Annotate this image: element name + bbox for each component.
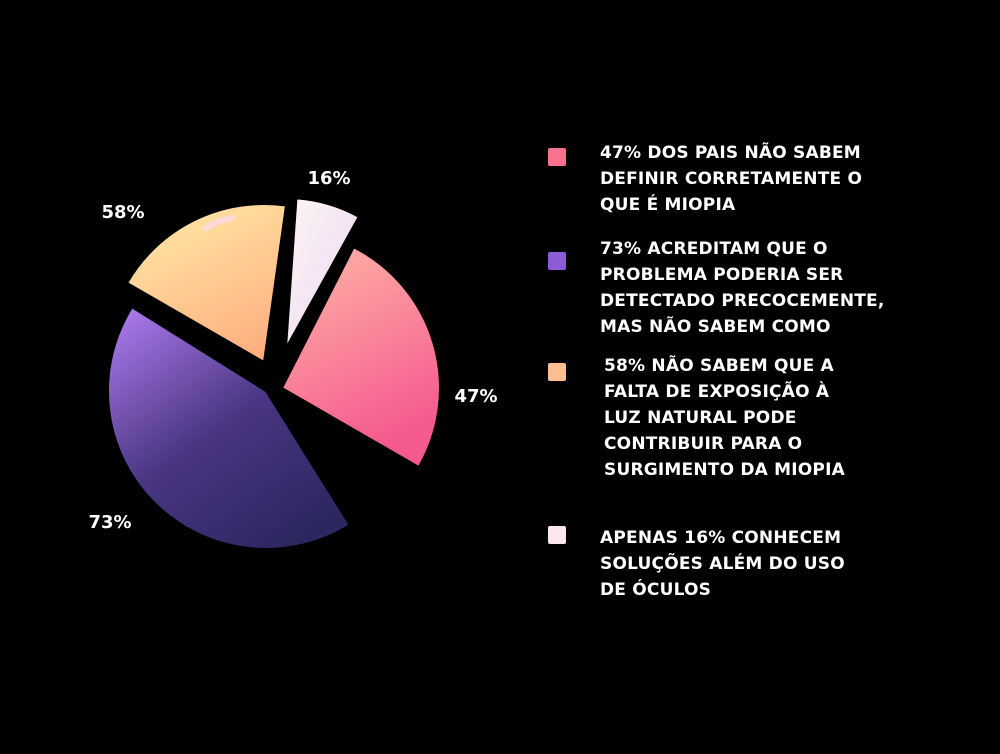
pie-slice-16 <box>285 197 360 349</box>
pie-slice-label-47: 47% <box>454 386 497 407</box>
pie-slice-label-16: 16% <box>307 168 350 189</box>
pie-chart-area: 47% 73% 58% 16% <box>88 168 498 550</box>
pie-slice-47 <box>281 246 441 468</box>
slice-highlight <box>203 215 235 231</box>
pie-slice-label-58: 58% <box>101 202 144 223</box>
chart-legend: 47% DOS PAIS NÃO SABEM DEFINIR CORRETAME… <box>548 0 988 750</box>
pie-slices <box>107 197 441 550</box>
legend-text-16: APENAS 16% CONHECEM SOLUÇÕES ALÉM DO USO… <box>600 528 845 600</box>
legend-swatch-16 <box>548 526 566 544</box>
pie-slice-labels: 47% 73% 58% 16% <box>88 168 497 533</box>
pie-slice-label-73: 73% <box>88 512 131 533</box>
legend-text-58: 58% NÃO SABEM QUE A FALTA DE EXPOSIÇÃO À… <box>604 356 845 480</box>
legend-swatch-73 <box>548 252 566 270</box>
pie-chart: 47% 73% 58% 16% <box>88 168 498 550</box>
legend-text-47: 47% DOS PAIS NÃO SABEM DEFINIR CORRETAME… <box>600 143 863 215</box>
legend-swatch-58 <box>548 363 566 381</box>
legend-text-73: 73% ACREDITAM QUE O PROBLEMA PODERIA SER… <box>600 239 885 337</box>
legend-swatch-47 <box>548 148 566 166</box>
pie-slice-73 <box>107 306 351 550</box>
pie-slice-58 <box>126 203 287 363</box>
